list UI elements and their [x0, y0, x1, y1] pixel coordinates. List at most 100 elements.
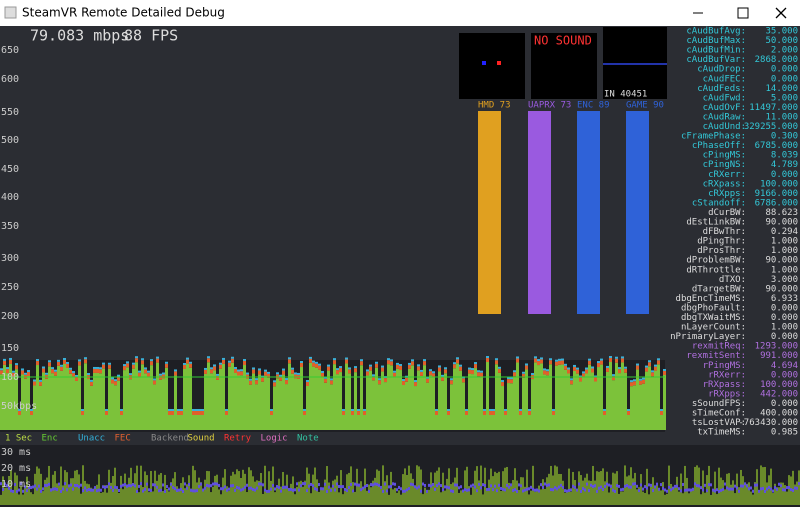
traffic-unacc	[102, 362, 105, 365]
timing-enc	[104, 485, 106, 489]
traffic-unacc	[423, 359, 426, 362]
title-bar	[0, 0, 800, 26]
traffic-fec	[426, 378, 429, 383]
traffic-unacc	[528, 409, 531, 411]
timing-bar	[142, 487, 144, 505]
timing-enc	[488, 487, 490, 491]
timing-enc	[266, 489, 268, 493]
traffic-unacc	[126, 361, 129, 364]
traffic-unacc	[510, 377, 513, 380]
fps: 88 FPS	[124, 27, 178, 45]
traffic-bar	[210, 373, 213, 430]
axis-label: 50kbps	[1, 401, 37, 412]
timing-bar	[118, 493, 120, 505]
traffic-fec	[444, 369, 447, 374]
traffic-fec	[504, 411, 507, 415]
traffic-bar	[453, 368, 456, 430]
traffic-unacc	[297, 372, 300, 375]
timing-enc	[82, 489, 84, 493]
traffic-unacc	[42, 366, 45, 369]
stat-name: cRXpass:	[703, 179, 746, 189]
traffic-unacc	[315, 361, 318, 364]
timing-bar	[392, 489, 394, 505]
timing-bar	[152, 491, 154, 505]
meter-label: GAME 90	[626, 101, 664, 111]
timing-enc	[572, 484, 574, 488]
timing-enc	[42, 487, 44, 491]
timing-enc	[422, 482, 424, 486]
timing-bar	[94, 486, 96, 505]
maximize-button[interactable]	[737, 7, 749, 19]
timing-bar	[784, 485, 786, 505]
timing-enc	[44, 483, 46, 487]
timing-enc	[648, 483, 650, 487]
timing-bar	[578, 471, 580, 505]
traffic-unacc	[558, 358, 561, 361]
traffic-unacc	[402, 379, 405, 382]
timing-enc	[124, 483, 126, 487]
traffic-bar	[399, 370, 402, 430]
traffic-unacc	[519, 409, 522, 411]
timing-enc	[726, 486, 728, 490]
traffic-fec	[537, 361, 540, 366]
timing-enc	[500, 486, 502, 490]
traffic-bar	[330, 384, 333, 430]
stat-value: 5.000	[771, 93, 798, 103]
stat-value: 1.000	[771, 237, 798, 247]
timing-enc	[540, 483, 542, 487]
timing-enc	[72, 487, 74, 491]
traffic-fec	[525, 365, 528, 370]
timing-bar	[656, 485, 658, 505]
traffic-bar	[357, 415, 360, 430]
timing-bar	[678, 491, 680, 505]
traffic-fec	[414, 382, 417, 387]
timing-enc	[26, 489, 28, 493]
timing-enc	[632, 482, 634, 486]
traffic-unacc	[372, 374, 375, 377]
window-title: SteamVR Remote Detailed Debug	[22, 6, 225, 20]
traffic-fec	[498, 368, 501, 373]
stat-value: 6.933	[771, 294, 798, 304]
traffic-fec	[600, 360, 603, 365]
traffic-unacc	[351, 409, 354, 411]
traffic-fec	[456, 359, 459, 364]
timing-enc	[108, 482, 110, 486]
traffic-bar	[411, 365, 414, 430]
traffic-unacc	[282, 368, 285, 371]
close-button[interactable]	[775, 7, 787, 19]
traffic-fec	[606, 367, 609, 372]
timing-bar	[692, 489, 694, 505]
traffic-unacc	[201, 409, 204, 411]
traffic-unacc	[180, 409, 183, 411]
traffic-bar	[327, 370, 330, 430]
timing-bar	[722, 480, 724, 505]
traffic-bar	[18, 415, 21, 430]
timing-bar	[164, 474, 166, 505]
timing-enc	[298, 488, 300, 492]
timing-enc	[410, 482, 412, 486]
timing-bar	[302, 486, 304, 505]
traffic-bar	[549, 364, 552, 430]
timing-enc	[616, 484, 618, 488]
stat-value: 0.000	[771, 74, 798, 84]
traffic-bar	[324, 382, 327, 430]
timing-bar	[590, 480, 592, 505]
timing-bar	[262, 493, 264, 505]
traffic-bar	[234, 372, 237, 430]
traffic-unacc	[378, 378, 381, 381]
timing-bar	[574, 480, 576, 505]
traffic-fec	[588, 360, 591, 365]
timing-enc	[330, 488, 332, 492]
timing-bar	[126, 484, 128, 505]
traffic-unacc	[654, 364, 657, 367]
traffic-bar	[552, 415, 555, 430]
traffic-fec	[411, 361, 414, 366]
traffic-unacc	[249, 378, 252, 381]
traffic-fec	[57, 361, 60, 366]
timing-enc	[110, 485, 112, 489]
timing-bar	[222, 477, 224, 505]
traffic-fec	[555, 361, 558, 366]
timing-enc	[644, 485, 646, 489]
timing-bar	[422, 494, 424, 505]
